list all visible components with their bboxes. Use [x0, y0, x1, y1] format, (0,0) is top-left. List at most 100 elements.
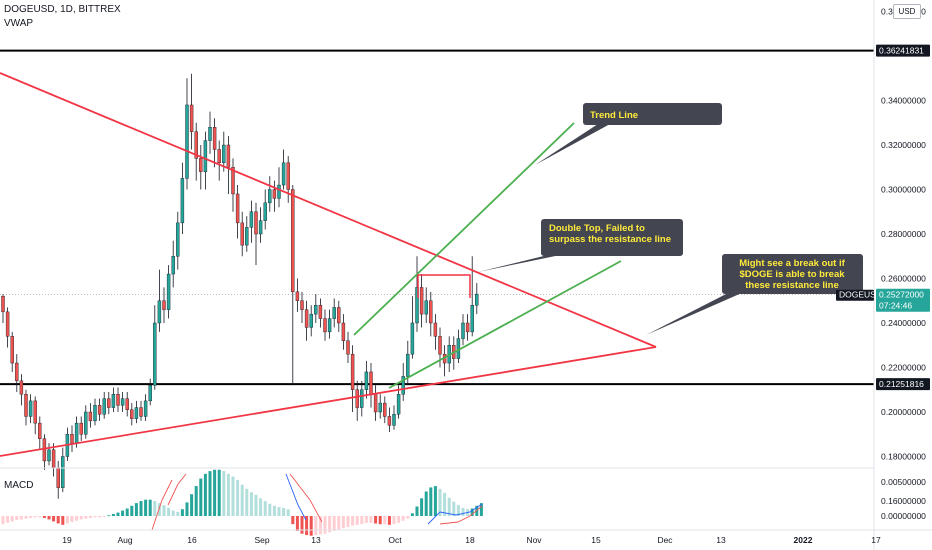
candle[interactable] [268, 176, 272, 212]
double-top-bracket[interactable] [417, 274, 471, 298]
candle[interactable] [208, 111, 212, 154]
candle[interactable] [318, 298, 323, 328]
candle[interactable] [360, 380, 364, 417]
candle[interactable] [235, 185, 240, 239]
candle[interactable] [258, 207, 263, 243]
currency-button[interactable]: USD [893, 4, 921, 19]
candle[interactable] [61, 447, 65, 493]
candle[interactable] [378, 394, 382, 419]
candle[interactable] [249, 200, 254, 243]
candle[interactable] [97, 398, 102, 421]
candle[interactable] [28, 394, 33, 424]
candle[interactable] [162, 287, 166, 323]
candle[interactable] [199, 145, 203, 190]
candle[interactable] [102, 391, 106, 419]
candlestick-series[interactable] [1, 73, 479, 499]
indicator-label-macd[interactable]: MACD [4, 480, 34, 491]
candle[interactable] [185, 78, 189, 190]
trend-line-upper[interactable] [353, 122, 575, 336]
candle[interactable] [217, 140, 221, 181]
candle[interactable] [272, 180, 277, 212]
candle[interactable] [327, 309, 332, 339]
candle[interactable] [240, 211, 244, 257]
candle[interactable] [461, 314, 465, 346]
candle[interactable] [166, 265, 171, 319]
candle[interactable] [383, 396, 387, 424]
candle[interactable] [143, 394, 148, 421]
candle[interactable] [5, 307, 10, 348]
candle[interactable] [387, 407, 392, 433]
candle[interactable] [291, 185, 295, 386]
candle[interactable] [116, 387, 120, 412]
candle[interactable] [10, 331, 14, 372]
candle[interactable] [429, 291, 433, 337]
candle[interactable] [419, 274, 424, 328]
candle[interactable] [263, 189, 267, 230]
candle[interactable] [47, 443, 51, 466]
candle[interactable] [332, 298, 336, 328]
candle[interactable] [277, 167, 281, 208]
candle[interactable] [33, 396, 37, 435]
candle[interactable] [245, 216, 249, 252]
candle[interactable] [222, 131, 226, 172]
candle[interactable] [171, 240, 175, 288]
indicator-label-vwap[interactable]: VWAP [4, 18, 34, 29]
candle[interactable] [309, 305, 313, 337]
candle[interactable] [300, 291, 304, 323]
candle[interactable] [176, 211, 180, 270]
candle[interactable] [475, 282, 479, 315]
candle[interactable] [433, 314, 438, 350]
candle[interactable] [107, 391, 111, 415]
candle[interactable] [157, 269, 162, 332]
candle[interactable] [19, 374, 24, 406]
candle[interactable] [314, 294, 318, 323]
callout-breakout[interactable]: Might see a break out if$DOGE is able to… [646, 254, 863, 335]
candle[interactable] [130, 403, 134, 426]
candle[interactable] [415, 256, 419, 332]
candle[interactable] [304, 300, 309, 341]
triangle-lower-line[interactable] [0, 346, 657, 457]
candle[interactable] [323, 309, 327, 341]
candle[interactable] [226, 136, 231, 194]
candle[interactable] [1, 294, 5, 323]
candle[interactable] [341, 314, 346, 350]
candle[interactable] [24, 389, 28, 426]
candle[interactable] [286, 156, 290, 203]
candle[interactable] [189, 73, 194, 150]
candle[interactable] [212, 118, 217, 168]
callout-trend-line[interactable]: Trend Line [535, 103, 722, 165]
candle[interactable] [120, 391, 125, 412]
candle[interactable] [254, 202, 258, 266]
candle[interactable] [111, 387, 116, 412]
candle[interactable] [401, 363, 405, 401]
candle[interactable] [203, 131, 208, 190]
candle[interactable] [148, 378, 152, 406]
candle[interactable] [139, 400, 143, 421]
candle[interactable] [134, 400, 139, 424]
candle[interactable] [88, 403, 93, 428]
candle[interactable] [194, 122, 198, 181]
time-axis[interactable]: 19 Aug 16 Sep 13 Oct 18 Nov 15 Dec 13 2022 17 [62, 535, 881, 545]
candle[interactable] [125, 391, 129, 417]
candle[interactable] [180, 162, 185, 234]
candle[interactable] [84, 405, 88, 439]
candle[interactable] [231, 158, 235, 212]
candle[interactable] [281, 149, 286, 190]
candle[interactable] [346, 331, 350, 364]
candle[interactable] [42, 434, 47, 470]
candle[interactable] [424, 287, 428, 323]
candle[interactable] [337, 300, 341, 332]
candle[interactable] [350, 345, 355, 412]
candle[interactable] [79, 416, 83, 441]
trend-line-lower[interactable] [388, 260, 622, 389]
candle[interactable] [295, 278, 300, 312]
candle[interactable] [392, 405, 396, 430]
candle[interactable] [93, 398, 97, 426]
candle[interactable] [364, 360, 369, 399]
candle[interactable] [410, 296, 415, 359]
candle[interactable] [465, 314, 470, 341]
candle[interactable] [153, 305, 157, 390]
